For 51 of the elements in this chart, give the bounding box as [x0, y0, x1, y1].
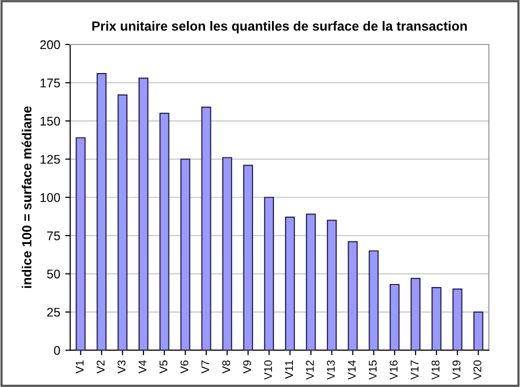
y-tick-label: 150	[40, 116, 60, 126]
bar	[201, 106, 212, 350]
bar	[96, 72, 107, 350]
y-tick-label: 75	[47, 232, 60, 240]
x-tick-label: V15	[368, 360, 377, 380]
x-tick-label: V18	[432, 360, 440, 380]
x-tick-label: V2	[96, 360, 104, 374]
bar	[390, 284, 400, 350]
bar	[138, 78, 148, 350]
x-tick-label: V17	[410, 360, 418, 380]
bar	[159, 112, 170, 350]
y-tick-label: 125	[40, 154, 60, 164]
x-tick-label: V5	[160, 360, 168, 374]
y-tick-label: 50	[47, 270, 60, 278]
y-tick-label: 175	[40, 78, 60, 88]
x-tick-label: V14	[348, 360, 356, 380]
bar	[410, 278, 420, 350]
bar	[348, 241, 358, 350]
x-tick-label: V12	[306, 360, 314, 380]
bar	[473, 311, 484, 350]
bar	[368, 250, 379, 350]
bar	[180, 158, 190, 350]
x-tick-label: V6	[180, 360, 188, 374]
x-tick-label: V10	[264, 360, 272, 380]
x-tick-label: V16	[390, 360, 398, 380]
x-tick-label: V11	[285, 360, 293, 379]
y-tick-label: 25	[47, 308, 60, 317]
x-tick-label: V20	[473, 360, 482, 380]
y-axis-title: indice 100 = surface médiane	[22, 106, 32, 288]
y-tick-label: 200	[40, 40, 60, 50]
x-tick-label: V4	[138, 360, 146, 374]
bar	[243, 164, 254, 350]
x-tick-label: V13	[326, 360, 335, 380]
y-tick-label: 0	[54, 346, 60, 355]
bar	[285, 216, 295, 350]
bar	[118, 94, 128, 350]
x-tick-label: V9	[243, 360, 252, 374]
x-tick-label: V7	[201, 360, 210, 374]
bar	[264, 196, 274, 350]
chart-title: Prix unitaire selon les quantiles de surface de la transaction	[92, 21, 467, 34]
x-tick-label: V19	[452, 360, 460, 380]
bar	[326, 220, 337, 350]
bar	[432, 287, 442, 350]
x-tick-label: V1	[76, 360, 84, 374]
bar	[222, 157, 232, 350]
x-tick-label: V8	[222, 360, 230, 374]
bar	[306, 214, 316, 350]
bar	[452, 288, 462, 350]
x-tick-label: V3	[118, 360, 126, 374]
y-tick-label: 100	[40, 193, 60, 202]
bar	[76, 137, 86, 350]
